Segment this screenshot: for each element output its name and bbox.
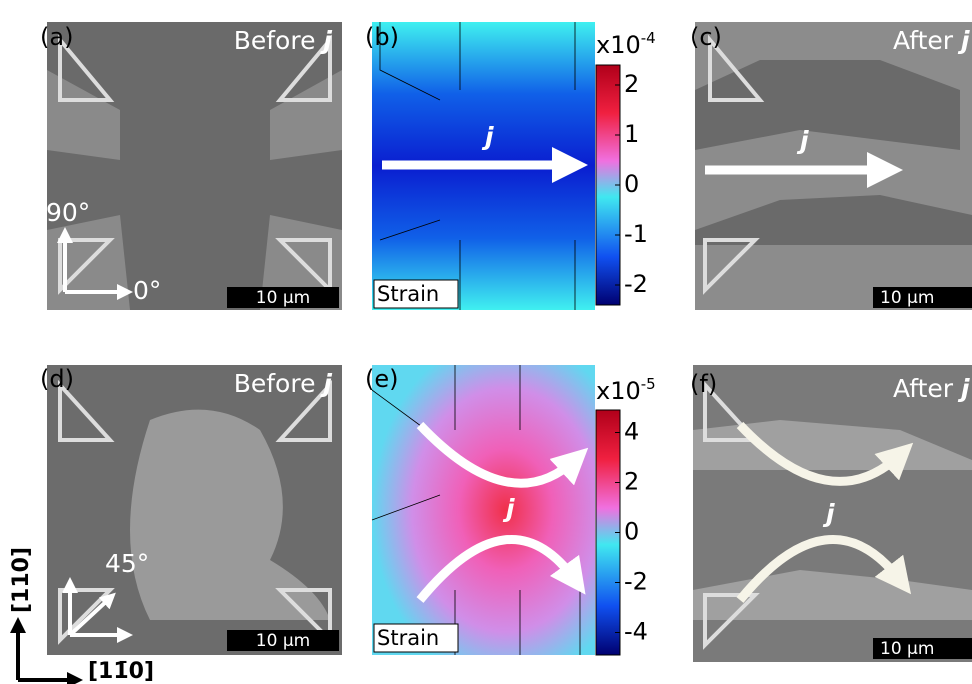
panel-title: Before j xyxy=(234,369,333,398)
panel-title: Before j xyxy=(234,26,333,55)
colorbar-tick-label: -1 xyxy=(624,220,648,248)
colorbar-multiplier: x10-5 xyxy=(596,375,656,406)
panel-a: (a) Before j 90° 0° 10 µm xyxy=(40,22,342,310)
panel-label: (a) xyxy=(40,23,73,51)
figure: (a) Before j 90° 0° 10 µm (b) j Strain x… xyxy=(0,0,972,684)
colorbar-tick-label: 1 xyxy=(624,120,639,148)
quantity-label: Strain xyxy=(377,626,439,650)
panel-label: (d) xyxy=(40,365,74,393)
panel-title: After j xyxy=(893,374,970,403)
scale-bar: 10 µm xyxy=(880,639,934,659)
angle-label: 0° xyxy=(133,276,161,305)
angle-label: 90° xyxy=(46,198,90,227)
colorbar-tick-label: 2 xyxy=(624,70,639,98)
panel-f: (f) After j j 10 µm xyxy=(690,365,972,662)
panel-e: (e) j Strain x10-5 xyxy=(365,365,656,655)
axis-label: [110] xyxy=(9,547,34,613)
panel-c: (c) After j j 10 µm xyxy=(690,22,972,310)
panel-label: (c) xyxy=(690,23,722,51)
axis-label: [11̄0] xyxy=(88,659,154,684)
colorbar-tick-label: -2 xyxy=(624,568,648,596)
colorbar-tick-label: 0 xyxy=(624,518,639,546)
colorbar-multiplier: x10-4 xyxy=(596,29,656,60)
quantity-label: Strain xyxy=(377,282,439,306)
colorbar-tick-label: -4 xyxy=(624,618,648,646)
colorbar-tick-label: 0 xyxy=(624,170,639,198)
colorbar-tick-label: -2 xyxy=(624,270,648,298)
angle-label: 45° xyxy=(105,549,149,578)
panel-title: After j xyxy=(893,26,970,55)
panel-b: (b) j Strain x10-4 xyxy=(365,22,656,310)
colorbar-tick-label: 4 xyxy=(624,418,639,446)
scale-bar: 10 µm xyxy=(880,288,934,308)
panel-label: (f) xyxy=(690,370,717,398)
scale-bar: 10 µm xyxy=(256,288,310,308)
colorbar-tick-label: 2 xyxy=(624,468,639,496)
panel-label: (e) xyxy=(365,365,399,393)
panel-d: (d) Before j 45° 10 µm xyxy=(40,365,342,655)
panel-label: (b) xyxy=(365,23,399,51)
scale-bar: 10 µm xyxy=(256,631,310,651)
